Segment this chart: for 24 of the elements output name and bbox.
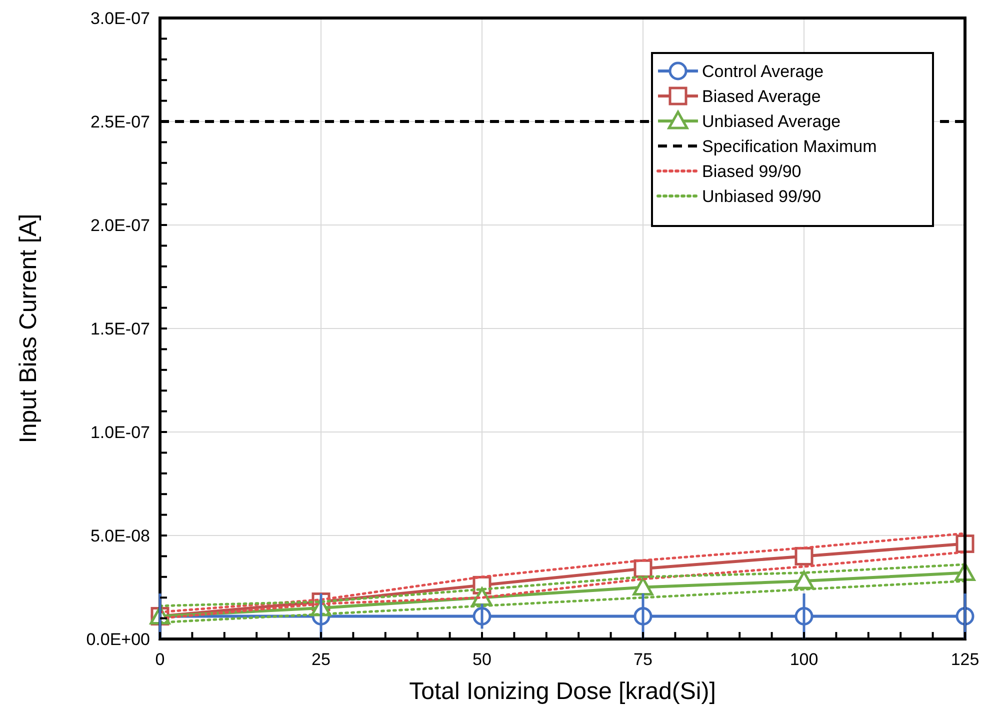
x-axis-title: Total Ionizing Dose [krad(Si)] [409,678,716,705]
point [632,577,654,596]
legend-label: Unbiased Average [702,112,841,131]
point [794,546,814,566]
x-tick-label: 125 [950,650,980,669]
x-tick-label: 75 [634,650,652,669]
point [794,570,814,590]
y-tick-label: 2.0E-07 [90,216,150,235]
x-tick-label: 50 [472,650,492,669]
x-tick-label: 25 [312,650,330,669]
legend-label: Biased 99/90 [702,162,802,181]
y-tick-label: 1.5E-07 [90,319,150,338]
legend-label: Control Average [702,62,824,81]
legend-label: Unbiased 99/90 [702,186,822,206]
y-tick-label: 5.0E-08 [90,526,150,546]
y-tick-label: 2.5E-07 [90,112,150,132]
legend-label: Biased Average [702,86,821,106]
x-tick-label: 0 [155,650,165,669]
y-tick-label: 3.0E-07 [90,8,150,28]
x-tick-label: 100 [790,650,818,669]
y-tick-label: 0.0E+00 [86,630,150,649]
y-axis-title: Input Bias Current [A] [15,214,42,444]
legend-label: Specification Maximum [702,136,877,156]
y-tick-label: 1.0E-07 [90,422,150,442]
